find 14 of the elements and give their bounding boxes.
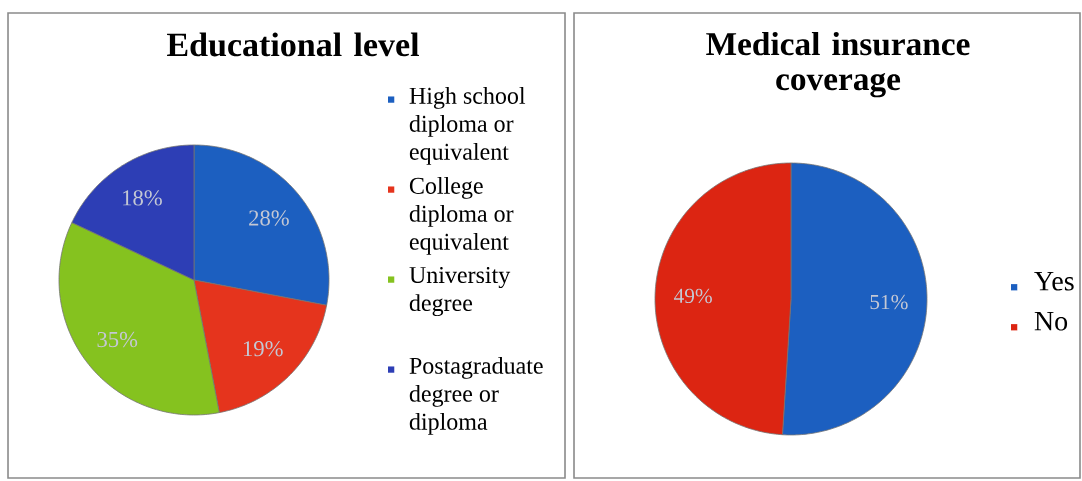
data-label: 28% bbox=[249, 210, 289, 226]
data-label: 35% bbox=[97, 331, 138, 348]
legend-label: Yes bbox=[1034, 271, 1074, 291]
legend-label: Postagraduate degree or diploma bbox=[409, 356, 543, 435]
data-label: 19% bbox=[243, 341, 283, 357]
legend-label: College diploma or equivalent bbox=[409, 176, 514, 255]
data-label: 49% bbox=[674, 288, 712, 304]
chart-title: Medical insurance coverage bbox=[706, 31, 970, 98]
legend-label: No bbox=[1034, 311, 1068, 331]
chart-title: Educational level bbox=[167, 32, 419, 57]
data-label: 18% bbox=[123, 190, 162, 206]
legend-label: University degree bbox=[409, 266, 511, 317]
data-label: 51% bbox=[870, 294, 908, 310]
legend-label: High school diploma or equivalent bbox=[409, 86, 526, 165]
